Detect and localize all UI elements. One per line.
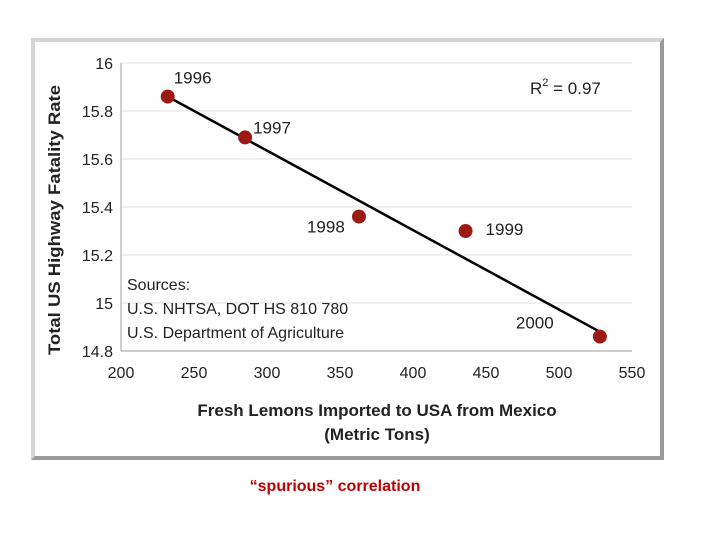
y-tick-label: 15 (95, 296, 113, 313)
point-year-label: 1997 (253, 118, 291, 137)
data-point (160, 89, 175, 104)
y-axis-title: Total US Highway Fatality Rate (45, 85, 64, 355)
chart-frame: 14.8 15 15.2 15.4 15.6 15.8 16 200 250 300 350 400… (31, 38, 664, 460)
y-tick-label: 16 (95, 56, 113, 73)
x-tick-label: 500 (546, 365, 573, 382)
y-tick-labels: 14.8 15 15.2 15.4 15.6 15.8 16 (82, 56, 113, 361)
point-year-label: 1998 (307, 218, 345, 237)
data-point (351, 209, 366, 224)
y-tick-label: 15.6 (82, 152, 113, 169)
grid-lines (121, 62, 632, 352)
x-tick-label: 300 (254, 365, 281, 382)
sources-line: U.S. NHTSA, DOT HS 810 780 (127, 301, 348, 318)
y-tick-label: 15.2 (82, 248, 113, 265)
data-point (458, 224, 473, 238)
point-year-label: 1996 (174, 69, 212, 88)
x-axis-title-units: (Metric Tons) (324, 425, 429, 444)
x-tick-labels: 200 250 300 350 400 450 500 550 (108, 365, 646, 382)
scatter-chart: 14.8 15 15.2 15.4 15.6 15.8 16 200 250 300 350 400… (45, 56, 646, 444)
sources-line: Sources: (127, 277, 190, 294)
point-year-label: 2000 (516, 314, 554, 333)
sources-note: Sources: U.S. NHTSA, DOT HS 810 780 U.S.… (127, 277, 348, 342)
data-points (160, 89, 607, 344)
data-point (592, 329, 607, 344)
r-squared-label: R2 = 0.97 (530, 77, 601, 98)
x-tick-label: 400 (400, 365, 427, 382)
trendline (167, 95, 601, 333)
x-tick-label: 550 (619, 365, 646, 382)
x-tick-label: 450 (473, 365, 500, 382)
point-year-label: 1999 (486, 220, 524, 239)
y-tick-label: 14.8 (82, 344, 113, 361)
x-axis-title: Fresh Lemons Imported to USA from Mexico (197, 401, 556, 420)
trendline-segment (167, 95, 601, 333)
x-tick-label: 250 (181, 365, 208, 382)
x-tick-label: 350 (327, 365, 354, 382)
y-tick-label: 15.4 (82, 200, 113, 217)
y-tick-label: 15.8 (82, 104, 113, 121)
axes (120, 63, 632, 352)
sources-line: U.S. Department of Agriculture (127, 325, 344, 342)
caption: “spurious” correlation (249, 478, 421, 495)
point-labels: 1996 1997 1998 1999 2000 (174, 69, 554, 333)
x-tick-label: 200 (108, 365, 135, 382)
data-point (238, 130, 253, 145)
